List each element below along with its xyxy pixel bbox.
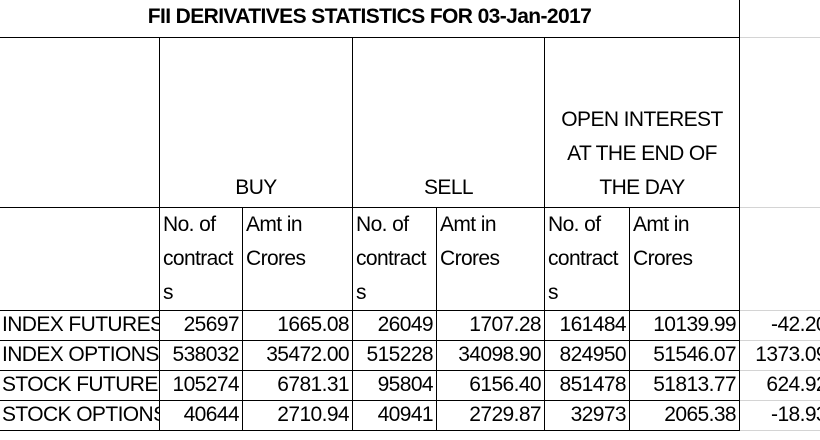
value-cell: 26049 [353,311,437,341]
value-cell: 1373.09 [740,341,820,371]
group-header: BUY [160,38,353,208]
value-cell: 624.92 [740,371,820,401]
subheader: No. of contracts [160,208,243,311]
value-cell: 6781.31 [243,371,353,401]
value-cell: 2710.94 [243,401,353,431]
value-cell: 32973 [545,401,630,431]
value-cell: 40644 [160,401,243,431]
value-cell: -18.93 [740,401,820,431]
value-cell: 6156.40 [437,371,545,401]
group-header: OPEN INTEREST AT THE END OF THE DAY [545,38,740,208]
value-cell: 851478 [545,371,630,401]
value-cell: 95804 [353,371,437,401]
value-cell: 515228 [353,341,437,371]
value-cell: 25697 [160,311,243,341]
value-cell: 1707.28 [437,311,545,341]
title: FII DERIVATIVES STATISTICS FOR 03-Jan-20… [0,0,740,38]
value-cell: -42.20 [740,311,820,341]
empty-cell [0,208,160,311]
empty-cell [0,38,160,208]
value-cell: 34098.90 [437,341,545,371]
row-label: STOCK FUTURES [0,371,160,401]
subheader: Amt in Crores [243,208,353,311]
empty-cell [740,208,820,311]
group-header: SELL [353,38,545,208]
value-cell: 538032 [160,341,243,371]
row-label: INDEX FUTURES [0,311,160,341]
value-cell: 1665.08 [243,311,353,341]
empty-cell [740,38,820,208]
value-cell: 2065.38 [630,401,740,431]
value-cell: 105274 [160,371,243,401]
subheader: No. of contracts [353,208,437,311]
value-cell: 2729.87 [437,401,545,431]
value-cell: 161484 [545,311,630,341]
value-cell: 51546.07 [630,341,740,371]
row-label: STOCK OPTIONS [0,401,160,431]
row-label: INDEX OPTIONS [0,341,160,371]
value-cell: 40941 [353,401,437,431]
value-cell: 10139.99 [630,311,740,341]
value-cell: 824950 [545,341,630,371]
subheader: Amt in Crores [630,208,740,311]
value-cell: 51813.77 [630,371,740,401]
value-cell: 35472.00 [243,341,353,371]
empty-cell [740,0,820,38]
subheader: No. of contracts [545,208,630,311]
subheader: Amt in Crores [437,208,545,311]
